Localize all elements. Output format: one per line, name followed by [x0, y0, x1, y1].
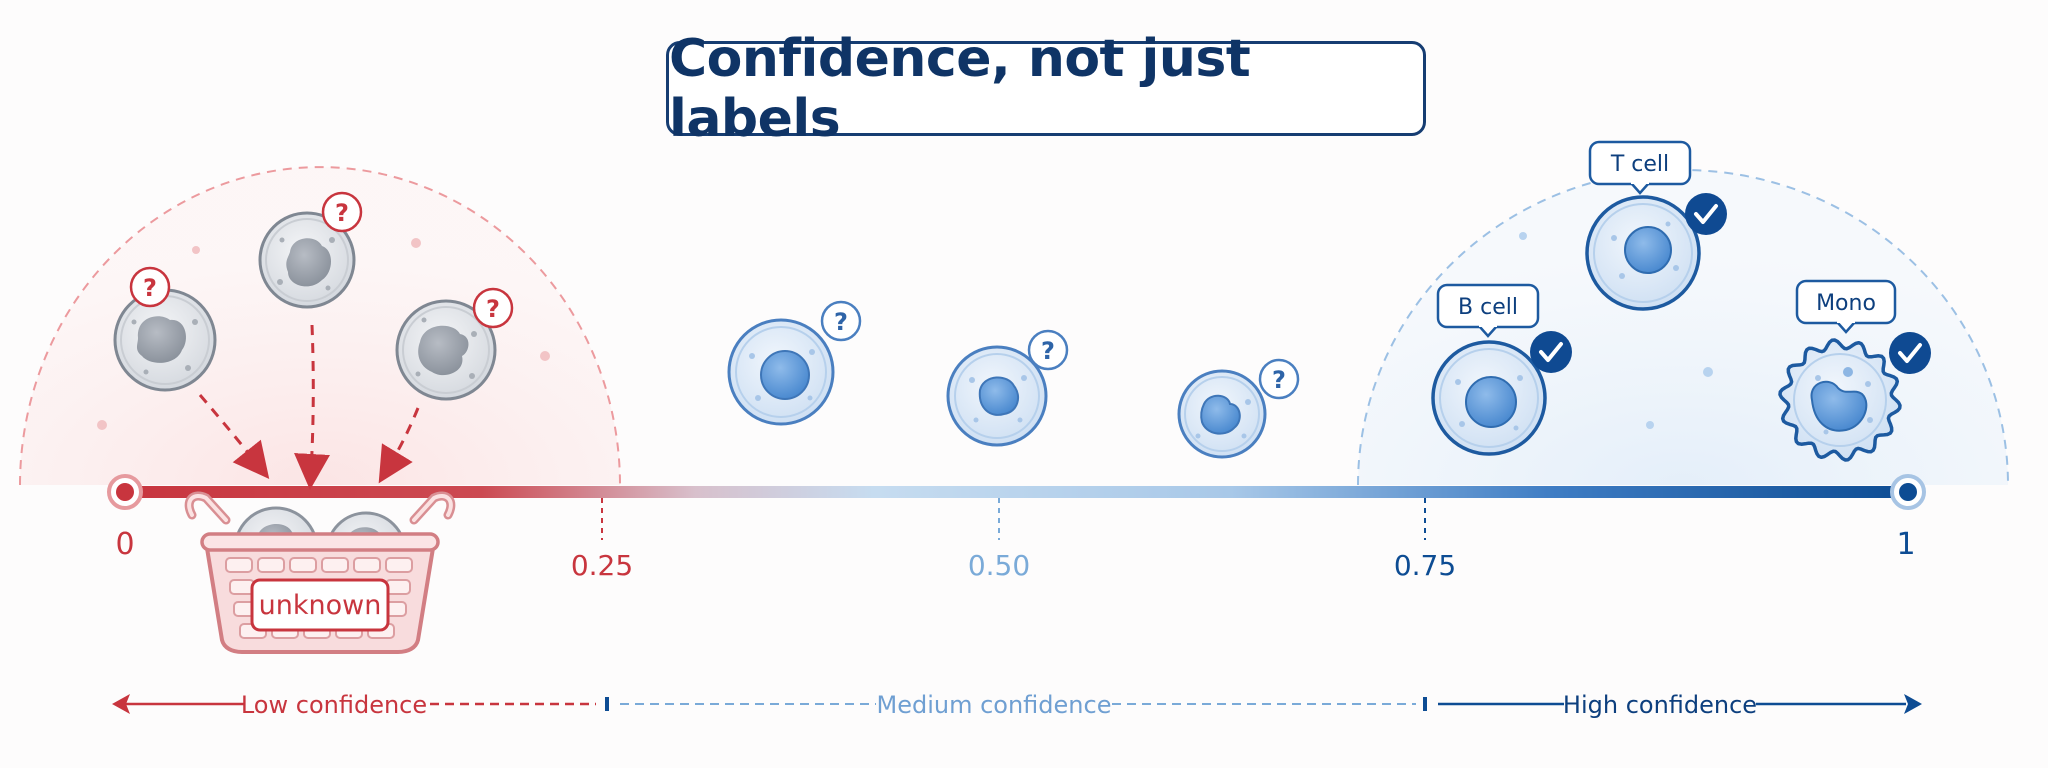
question-mark: ?	[1272, 366, 1286, 394]
arrow-to-basket-2	[294, 324, 330, 490]
title-box: Confidence, not just labels	[666, 29, 1426, 149]
t-cell	[1585, 195, 1701, 311]
t-cell-callout: T cell	[1588, 140, 1692, 195]
b-cell-check-badge	[1530, 331, 1572, 373]
medium-confidence-range: Medium confidence	[620, 691, 1427, 719]
tick-label-1: 1	[1896, 527, 1915, 562]
page-title: Confidence, not just labels	[669, 28, 1251, 149]
tick-label-075: 0.75	[1394, 549, 1456, 582]
question-mark: ?	[335, 199, 349, 227]
high-confidence-range: High confidence	[1438, 691, 1922, 719]
low-confidence-zone	[20, 167, 620, 485]
uncertain-gray-cell-2	[258, 211, 356, 309]
question-mark: ?	[486, 295, 500, 323]
mono-label: Mono	[1816, 291, 1876, 316]
question-mark: ?	[143, 274, 157, 302]
basket-label: unknown	[259, 590, 382, 621]
question-mark: ?	[1041, 337, 1055, 365]
mono-callout: Mono	[1795, 279, 1897, 334]
b-cell-callout: B cell	[1436, 283, 1540, 338]
question-badge-red-3: ?	[472, 287, 514, 329]
low-confidence-label: Low confidence	[241, 691, 427, 719]
b-cell	[1431, 340, 1547, 456]
question-badge-red-1: ?	[129, 266, 171, 308]
b-cell-label: B cell	[1458, 295, 1518, 320]
t-cell-check-badge	[1685, 193, 1727, 235]
low-zone-border	[19, 166, 621, 486]
question-badge-blue-2: ?	[1027, 329, 1069, 371]
question-badge-red-2: ?	[321, 191, 363, 233]
confidence-axis	[125, 486, 1908, 498]
medium-cell-1	[727, 318, 835, 426]
uncertain-gray-cell-1	[113, 288, 217, 392]
question-badge-blue-3: ?	[1258, 358, 1300, 400]
uncertain-gray-cell-3	[395, 299, 497, 401]
unknown-basket: unknown	[184, 491, 456, 654]
question-badge-blue-1: ?	[820, 300, 862, 342]
medium-cell-2	[946, 345, 1048, 447]
medium-cell-3	[1177, 369, 1267, 459]
t-cell-label: T cell	[1610, 152, 1669, 177]
tick-label-025: 0.25	[571, 549, 633, 582]
mono-check-badge	[1889, 332, 1931, 374]
background-specks	[97, 232, 1871, 431]
arrow-to-basket-1	[198, 394, 270, 480]
question-mark: ?	[834, 308, 848, 336]
arrow-to-basket-3	[378, 407, 420, 484]
low-confidence-range: Low confidence	[112, 691, 609, 719]
high-confidence-label: High confidence	[1563, 691, 1757, 719]
medium-confidence-label: Medium confidence	[877, 691, 1112, 719]
tick-label-050: 0.50	[968, 549, 1030, 582]
monocyte	[1778, 338, 1902, 462]
tick-label-0: 0	[115, 527, 134, 562]
